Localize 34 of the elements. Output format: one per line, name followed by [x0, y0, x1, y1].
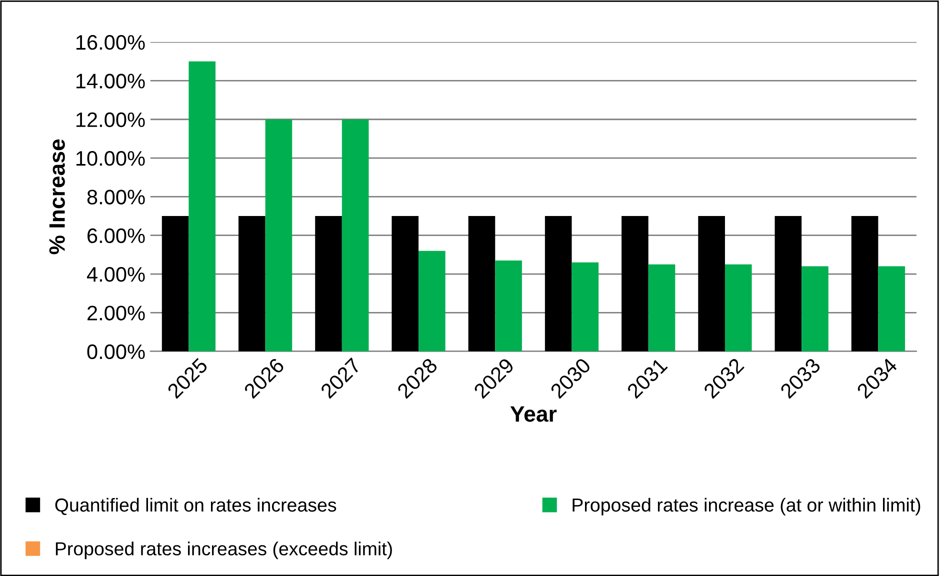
- bar: [572, 262, 599, 352]
- y-tick-label: 6.00%: [88, 228, 145, 244]
- bar: [495, 260, 522, 352]
- legend-label: Proposed rates increases (exceeds limit): [56, 542, 392, 560]
- y-tick-label: 4.00%: [86, 267, 145, 282]
- bar: [315, 216, 342, 352]
- y-tick-label: 2.00%: [88, 306, 145, 320]
- bar: [698, 216, 725, 352]
- x-axis-title: Year: [510, 406, 557, 422]
- legend-label: Proposed rates increase (at or within limit): [572, 498, 920, 516]
- bar: [342, 119, 369, 352]
- y-tick-label: 0.00%: [87, 344, 145, 360]
- bar: [188, 61, 216, 352]
- bar: [468, 216, 496, 352]
- bar: [162, 216, 189, 352]
- bar: [648, 264, 676, 352]
- bar: [392, 216, 419, 352]
- y-tick-label: 8.00%: [87, 190, 145, 204]
- bar: [802, 266, 828, 352]
- bar: [238, 216, 266, 352]
- y-tick-label: 16.00%: [76, 35, 145, 50]
- bar: [418, 250, 446, 352]
- bar: [265, 119, 292, 352]
- y-tick-label: 12.00%: [76, 112, 145, 128]
- bar: [774, 216, 802, 352]
- bar: [724, 264, 752, 352]
- y-axis-title: % Increase: [49, 139, 65, 254]
- bar: [851, 216, 878, 352]
- y-tick-label: 14.00%: [76, 74, 145, 88]
- bar: [878, 266, 906, 352]
- bar: [622, 216, 648, 352]
- y-tick-label: 10.00%: [76, 151, 145, 166]
- bar: [544, 216, 572, 352]
- legend-label: Quantified limit on rates increases: [55, 498, 336, 516]
